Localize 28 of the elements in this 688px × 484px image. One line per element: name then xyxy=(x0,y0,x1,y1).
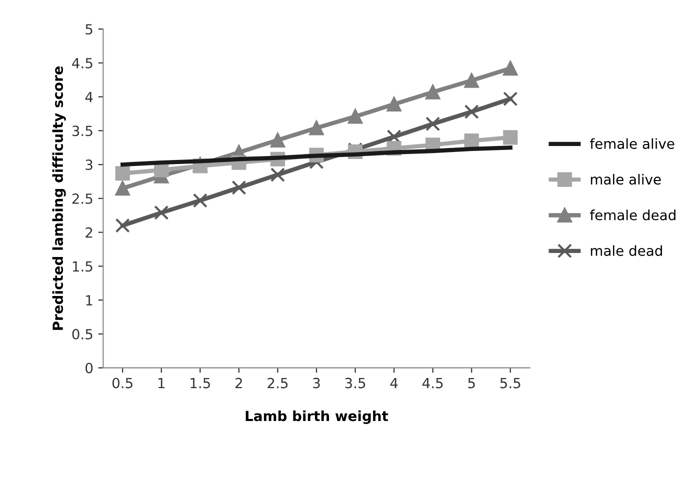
y-tick-label: 0.5 xyxy=(72,328,92,340)
y-tick-label: 3 xyxy=(86,160,92,170)
x-tick-label: 4.5 xyxy=(422,378,443,388)
x-tick-label: 2.5 xyxy=(268,378,288,388)
legend-label: female dead xyxy=(590,210,676,220)
x-tick-label: 4 xyxy=(390,378,398,388)
y-tick-label: 4.5 xyxy=(72,58,92,68)
y-tick-label: 0 xyxy=(86,362,93,374)
x-axis-title: Lamb birth weight xyxy=(246,410,388,424)
y-tick-label: 3.5 xyxy=(72,126,92,136)
y-tick-label: 4 xyxy=(85,92,93,102)
x-tick-label: 1 xyxy=(158,378,165,388)
legend-label: female alive xyxy=(590,138,674,149)
x-tick-label: 2 xyxy=(236,378,242,388)
y-tick-label: 2.5 xyxy=(72,193,92,204)
x-tick-label: 0.5 xyxy=(112,378,132,388)
y-tick-label: 5 xyxy=(86,24,92,35)
x-tick-label: 5.5 xyxy=(500,378,520,388)
legend-label: male dead xyxy=(590,245,662,256)
y-tick-label: 2 xyxy=(86,227,92,238)
y-tick-label: 1 xyxy=(86,295,92,306)
y-tick-label: 1.5 xyxy=(72,261,92,272)
x-tick-label: 5 xyxy=(468,378,475,388)
x-tick-label: 3.5 xyxy=(345,378,366,388)
x-tick-label: 1.5 xyxy=(190,378,210,388)
legend-label: male alive xyxy=(590,174,661,185)
y-axis-title: Predicted lambing difficulty score xyxy=(52,66,66,330)
x-tick-label: 3 xyxy=(313,378,320,388)
